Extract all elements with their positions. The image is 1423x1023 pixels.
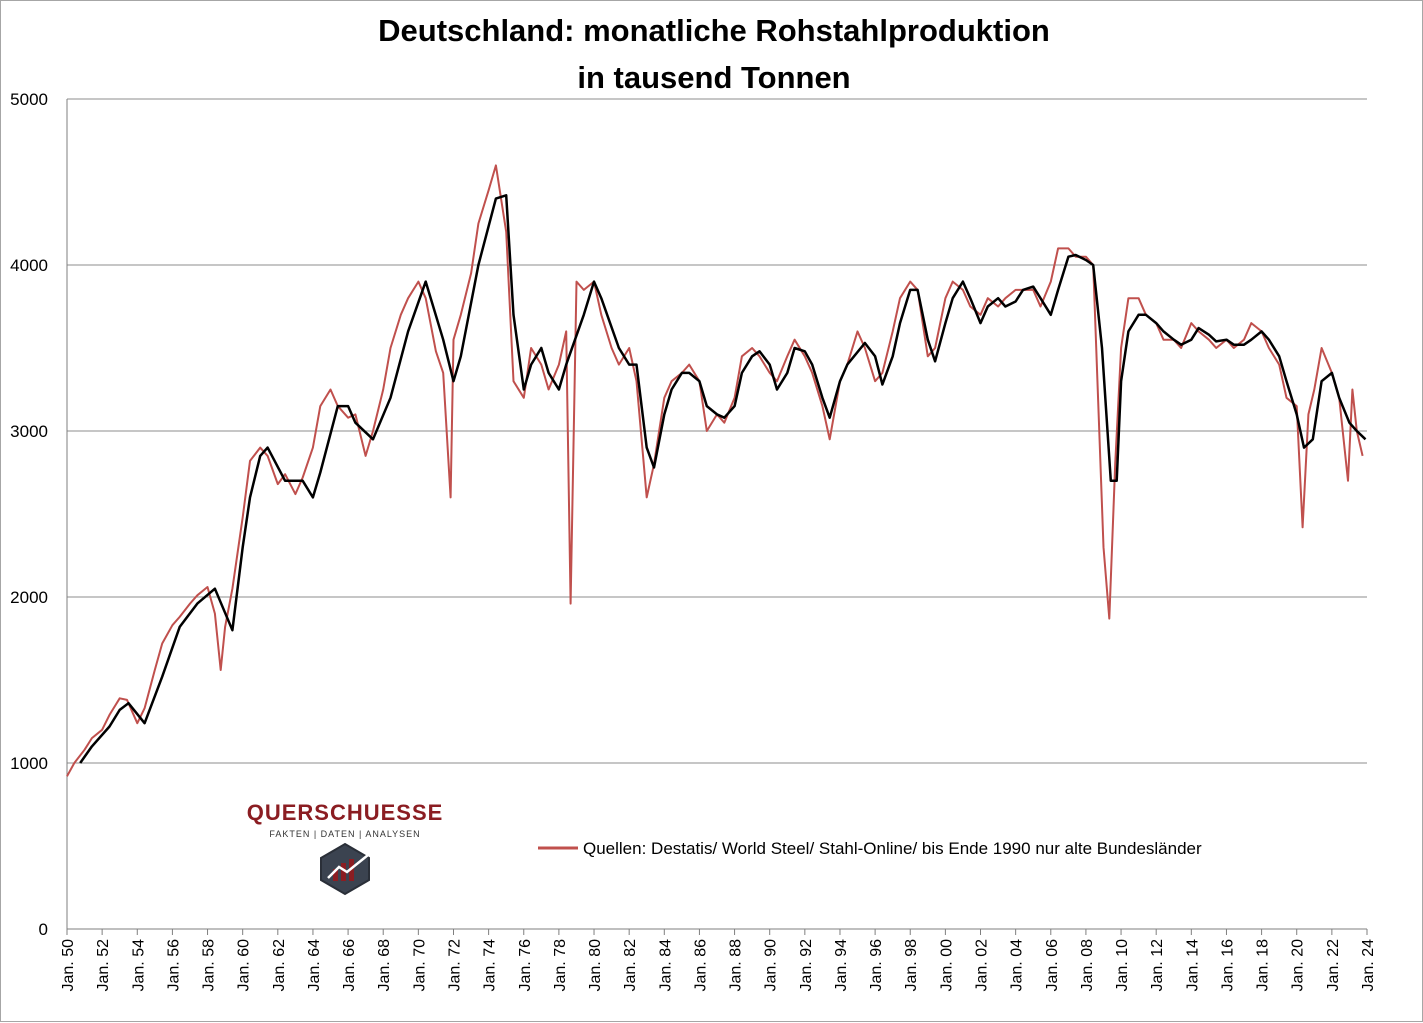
x-tick-label: Jan. 94	[833, 939, 850, 992]
x-tick-label: Jan. 02	[974, 939, 991, 992]
x-axis-ticks: Jan. 50 Jan. 52 Jan. 54 Jan. 56 Jan. 58 Jan. …	[60, 929, 1377, 991]
x-tick-label: Jan. 64	[306, 939, 323, 992]
x-tick-label: Jan. 80	[587, 939, 604, 992]
x-tick-label: Jan. 74	[482, 939, 499, 992]
x-tick-label: Jan. 58	[201, 939, 218, 992]
x-tick-label: Jan. 14	[1184, 939, 1201, 992]
x-tick-label: Jan. 00	[938, 939, 955, 992]
x-tick-label: Jan. 22	[1325, 939, 1342, 992]
x-tick-label: Jan. 24	[1360, 939, 1377, 992]
chart-subtitle: in tausend Tonnen	[577, 60, 850, 95]
y-axis-ticks: 0 1000 2000 3000 4000 5000	[10, 90, 48, 939]
x-tick-label: Jan. 66	[341, 939, 358, 992]
chart-title: Deutschland: monatliche Rohstahlprodukti…	[378, 13, 1050, 48]
x-tick-label: Jan. 84	[657, 939, 674, 992]
logo-tagline: FAKTEN | DATEN | ANALYSEN	[269, 829, 420, 839]
x-tick-label: Jan. 70	[411, 939, 428, 992]
x-tick-label: Jan. 82	[622, 939, 639, 992]
x-tick-label: Jan. 20	[1290, 939, 1307, 992]
x-tick-label: Jan. 18	[1255, 939, 1272, 992]
x-tick-label: Jan. 98	[903, 939, 920, 992]
x-tick-label: Jan. 56	[165, 939, 182, 992]
x-tick-label: Jan. 52	[95, 939, 112, 992]
legend: Quellen: Destatis/ World Steel/ Stahl-On…	[538, 839, 1202, 858]
x-tick-label: Jan. 54	[130, 939, 147, 992]
x-tick-label: Jan. 62	[271, 939, 288, 992]
y-tick-label: 3000	[10, 422, 48, 441]
logo-emblem-icon	[320, 842, 377, 896]
x-tick-label: Jan. 78	[552, 939, 569, 992]
y-tick-label: 5000	[10, 90, 48, 109]
monthly-production-line	[66, 164, 1364, 777]
x-tick-label: Jan. 06	[1044, 939, 1061, 992]
querschuesse-logo: QUERSCHUESSE FAKTEN | DATEN | ANALYSEN	[247, 800, 444, 896]
x-tick-label: Jan. 08	[1079, 939, 1096, 992]
y-tick-label: 4000	[10, 256, 48, 275]
x-tick-label: Jan. 76	[517, 939, 534, 992]
x-tick-label: Jan. 10	[1114, 939, 1131, 992]
x-tick-label: Jan. 50	[60, 939, 77, 992]
x-tick-label: Jan. 60	[236, 939, 253, 992]
x-tick-label: Jan. 90	[763, 939, 780, 992]
y-tick-label: 2000	[10, 588, 48, 607]
legend-entry: Quellen: Destatis/ World Steel/ Stahl-On…	[583, 839, 1202, 858]
x-tick-label: Jan. 88	[728, 939, 745, 992]
x-tick-label: Jan. 12	[1149, 939, 1166, 992]
y-tick-label: 1000	[10, 754, 48, 773]
x-tick-label: Jan. 04	[1009, 939, 1026, 992]
trend-line	[79, 194, 1367, 764]
x-tick-label: Jan. 86	[692, 939, 709, 992]
x-tick-label: Jan. 72	[446, 939, 463, 992]
y-tick-label: 0	[39, 920, 48, 939]
logo-name: QUERSCHUESSE	[247, 800, 444, 825]
x-tick-label: Jan. 96	[868, 939, 885, 992]
series-lines	[66, 164, 1367, 777]
x-tick-label: Jan. 92	[798, 939, 815, 992]
gridlines	[66, 98, 1367, 930]
x-tick-label: Jan. 16	[1219, 939, 1236, 992]
x-tick-label: Jan. 68	[376, 939, 393, 992]
